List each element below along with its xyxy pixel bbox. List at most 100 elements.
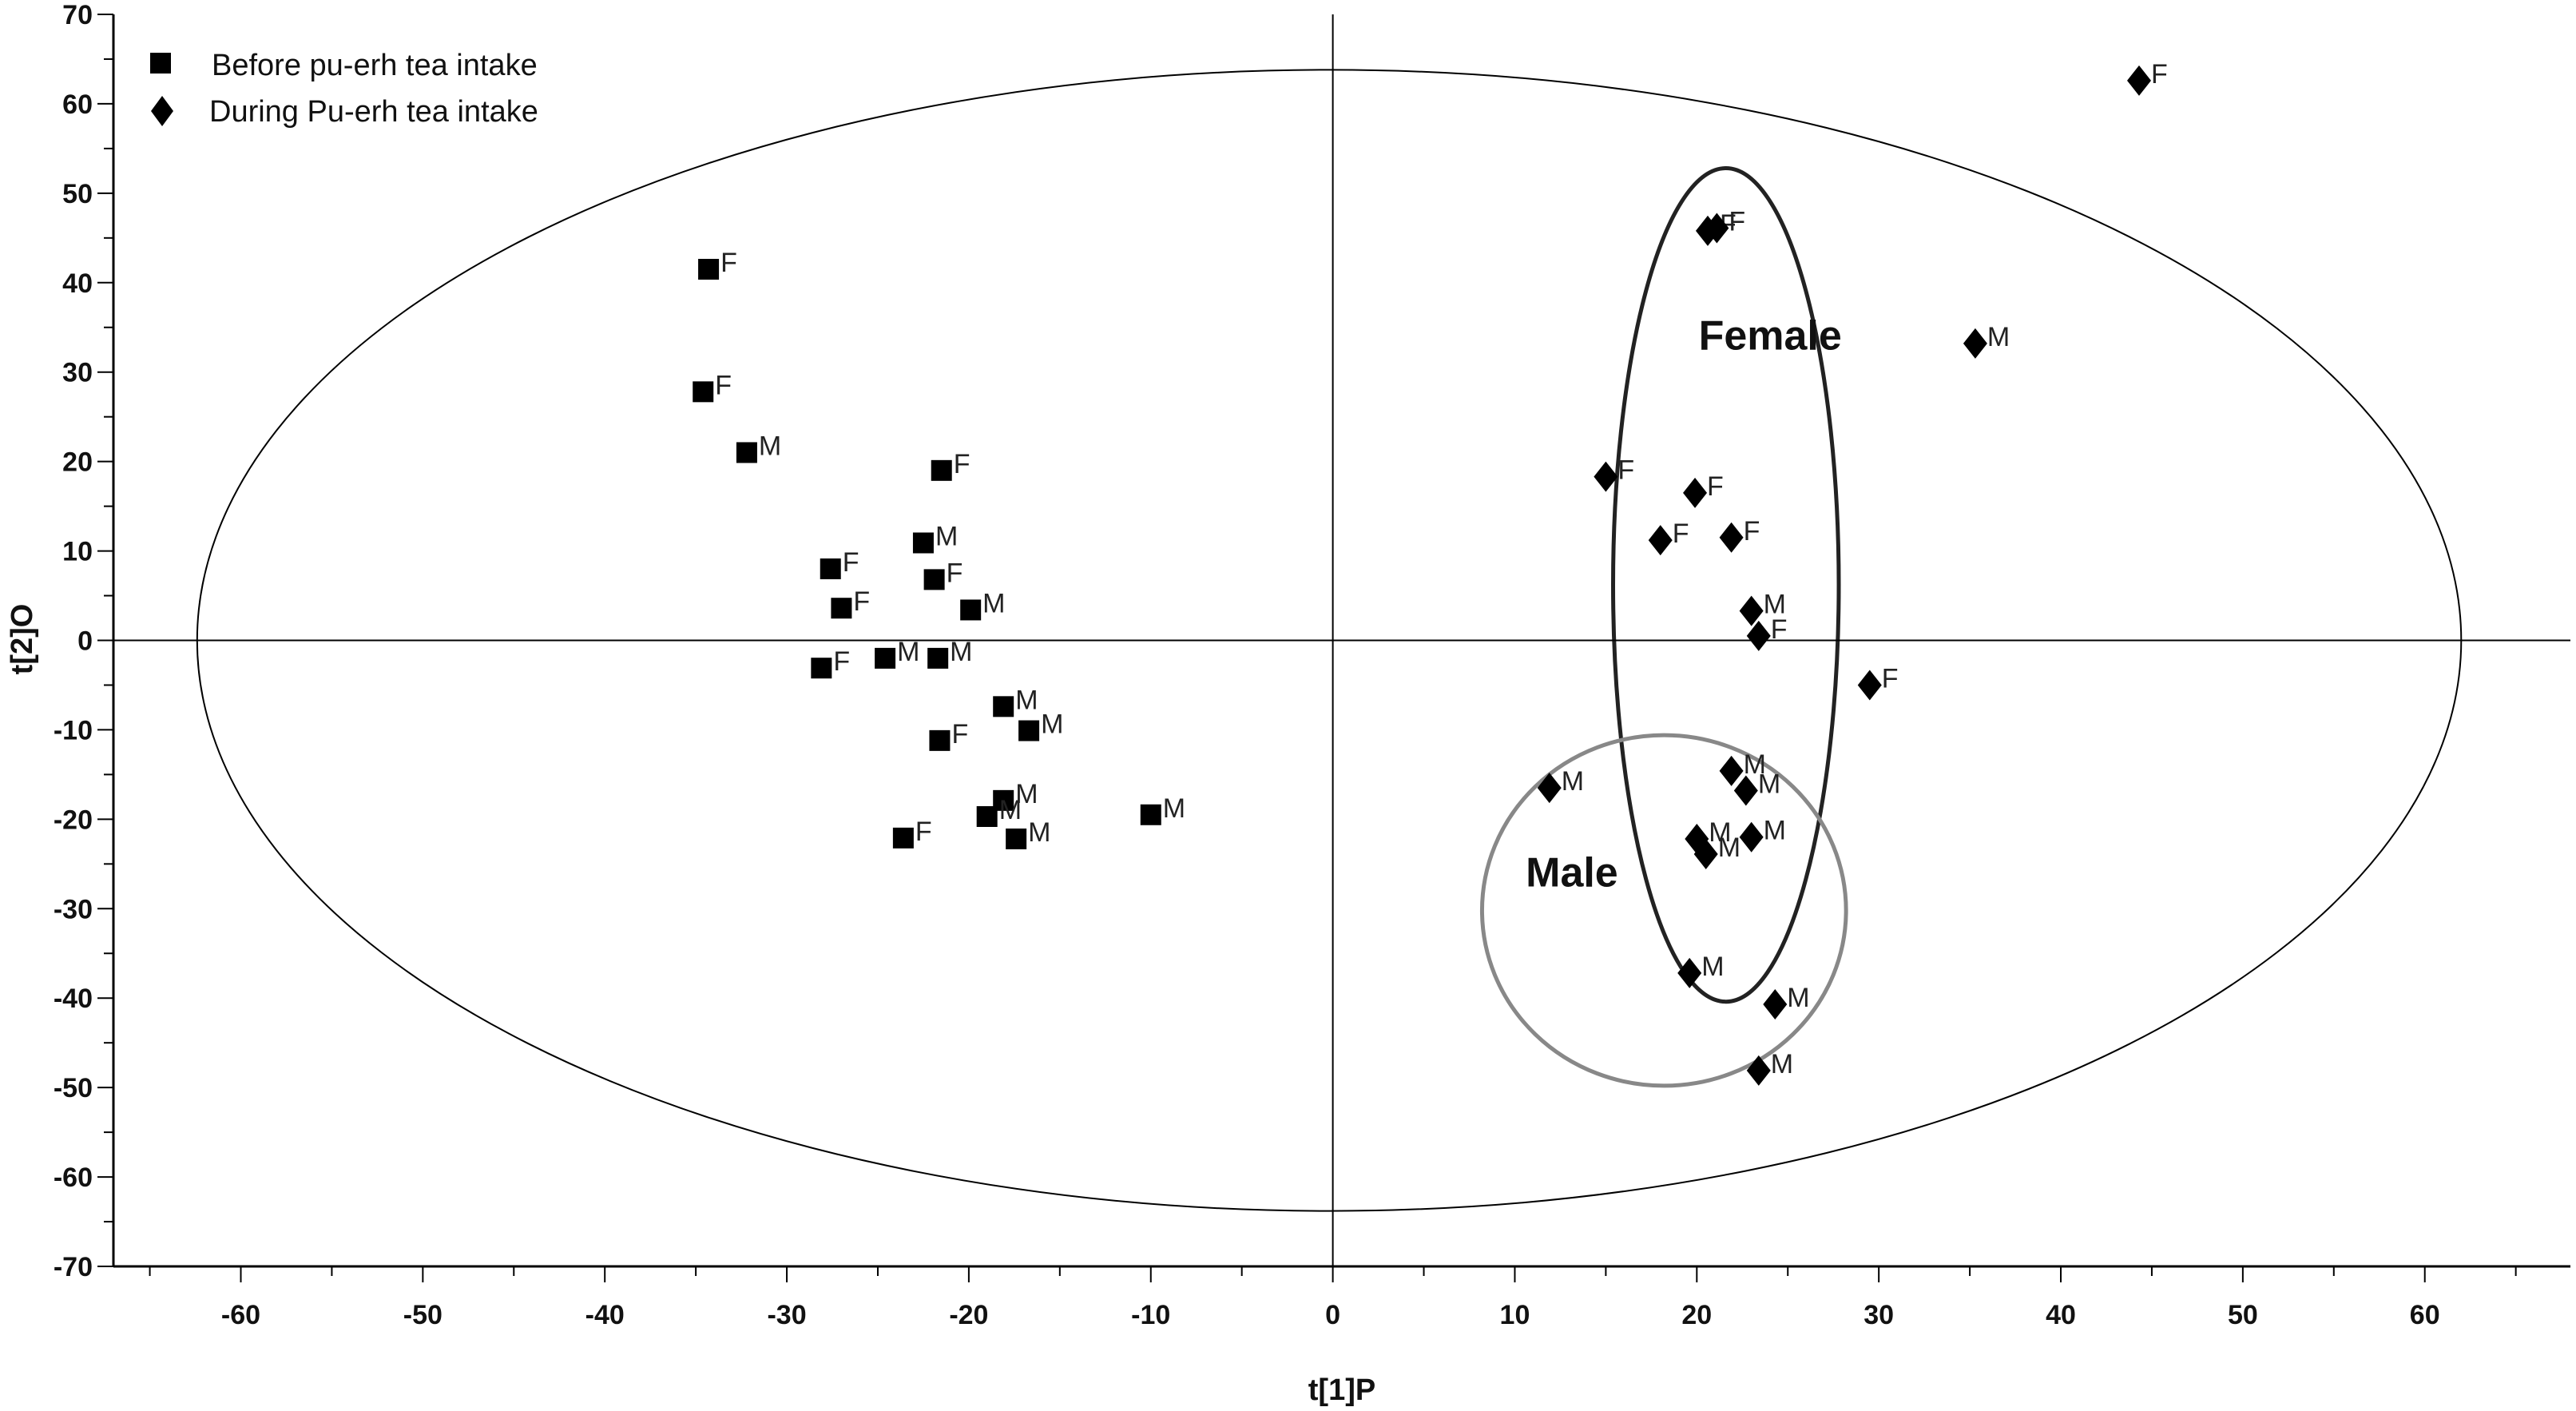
point-sex-label: F bbox=[1882, 663, 1899, 694]
y-tick-label: 0 bbox=[77, 626, 93, 657]
during-intake-point bbox=[1537, 773, 1562, 804]
point-sex-label: M bbox=[1163, 793, 1185, 824]
before-intake-point bbox=[1006, 828, 1027, 849]
before-intake-point bbox=[811, 658, 832, 679]
before-intake-point bbox=[912, 532, 934, 554]
before-intake-point bbox=[927, 647, 949, 669]
before-intake-point bbox=[736, 442, 757, 463]
point-sex-label: M bbox=[935, 521, 958, 551]
before-intake-point bbox=[875, 647, 896, 669]
legend-square-marker bbox=[150, 53, 171, 74]
point-sex-label: M bbox=[897, 637, 919, 667]
point-sex-label: M bbox=[950, 637, 972, 667]
point-sex-label: M bbox=[999, 795, 1022, 825]
during-intake-point bbox=[1693, 839, 1718, 870]
point-sex-label: F bbox=[720, 248, 737, 278]
x-tick-label: -40 bbox=[585, 1300, 625, 1330]
point-sex-label: F bbox=[1673, 519, 1689, 549]
before-intake-point bbox=[831, 598, 852, 619]
during-intake-point bbox=[1719, 755, 1744, 786]
y-tick-label: -20 bbox=[54, 805, 93, 835]
during-intake-point bbox=[1739, 821, 1764, 853]
during-intake-point bbox=[1857, 670, 1882, 701]
annotations: Female Male bbox=[1526, 313, 1842, 896]
male-cluster-ellipse bbox=[1479, 733, 1848, 1088]
y-tick-label: 50 bbox=[62, 179, 93, 209]
y-tick-label: 10 bbox=[62, 537, 93, 567]
legend-label-during: During Pu-erh tea intake bbox=[209, 95, 538, 129]
point-sex-label: F bbox=[1744, 516, 1760, 547]
y-tick-label: 60 bbox=[62, 89, 93, 120]
during-intake-point bbox=[1594, 461, 1618, 492]
x-tick-label: 20 bbox=[1681, 1300, 1712, 1330]
during-intake-point bbox=[1705, 213, 1729, 244]
x-tick-label: 0 bbox=[1325, 1300, 1340, 1330]
x-tick-label: 10 bbox=[1500, 1300, 1530, 1330]
during-intake-point bbox=[1746, 620, 1771, 651]
x-tick-label: 30 bbox=[1864, 1300, 1894, 1330]
y-tick-label: 20 bbox=[62, 447, 93, 478]
female-cluster-ellipse bbox=[1610, 166, 1841, 1004]
during-intake-point bbox=[1739, 595, 1764, 626]
point-sex-label: M bbox=[1718, 833, 1740, 863]
before-intake-point bbox=[693, 381, 714, 403]
point-sex-label: M bbox=[982, 588, 1005, 618]
point-sex-label: M bbox=[1028, 817, 1050, 848]
point-sex-label: F bbox=[954, 449, 970, 479]
before-intake-point bbox=[976, 805, 998, 827]
y-tick-label: 30 bbox=[62, 358, 93, 388]
legend-label-before: Before pu-erh tea intake bbox=[212, 49, 538, 82]
before-intake-point bbox=[698, 258, 720, 280]
y-axis-title: t[2]O bbox=[6, 604, 39, 675]
legend-diamond-marker bbox=[151, 96, 173, 126]
x-tick-label: -50 bbox=[403, 1300, 443, 1330]
point-sex-label: F bbox=[715, 370, 732, 400]
cluster-annotation-female: Female bbox=[1699, 313, 1842, 360]
point-sex-label: M bbox=[1041, 709, 1063, 740]
before-intake-point bbox=[820, 558, 841, 579]
x-tick-label: -10 bbox=[1131, 1300, 1170, 1330]
x-axis-title: t[1]P bbox=[1308, 1373, 1375, 1407]
y-tick-label: -50 bbox=[54, 1073, 93, 1103]
point-sex-label: M bbox=[1709, 817, 1731, 848]
point-sex-label: F bbox=[951, 719, 968, 749]
point-sex-label: F bbox=[1707, 471, 1724, 502]
cluster-annotation-male: Male bbox=[1526, 849, 1618, 896]
y-tick-label: -70 bbox=[54, 1252, 93, 1282]
point-sex-label: F bbox=[843, 547, 859, 578]
before-intake-point bbox=[931, 459, 952, 481]
y-tick-label: 70 bbox=[62, 0, 93, 30]
point-sex-label: M bbox=[1744, 749, 1766, 780]
y-tick-label: -60 bbox=[54, 1163, 93, 1193]
y-tick-label: -40 bbox=[54, 984, 93, 1014]
during-intake-point bbox=[2126, 65, 2151, 96]
x-tick-label: -20 bbox=[949, 1300, 988, 1330]
x-tick-label: 50 bbox=[2228, 1300, 2258, 1330]
y-tick-label: -10 bbox=[54, 715, 93, 745]
before-intake-point bbox=[960, 599, 982, 621]
point-sex-label: M bbox=[1787, 983, 1809, 1013]
point-sex-label: M bbox=[1771, 1049, 1793, 1079]
point-sex-label: F bbox=[1617, 455, 1634, 486]
legend: Before pu-erh tea intake During Pu-erh t… bbox=[150, 49, 538, 129]
before-intake-point bbox=[923, 569, 945, 590]
point-sex-label: M bbox=[1758, 769, 1780, 800]
y-tick-label: 40 bbox=[62, 268, 93, 299]
point-sex-label: F bbox=[947, 558, 963, 588]
point-sex-label: F bbox=[915, 817, 932, 847]
during-intake-point bbox=[1746, 1055, 1771, 1086]
during-intake-point bbox=[1683, 477, 1708, 508]
during-intake-point bbox=[1677, 957, 1702, 988]
point-sex-label: M bbox=[1764, 590, 1786, 620]
y-tick-label: -30 bbox=[54, 894, 93, 924]
point-sex-label: F bbox=[2151, 59, 2168, 89]
before-intake-point bbox=[929, 729, 951, 751]
before-intake-point bbox=[1140, 804, 1161, 825]
during-intake-point bbox=[1733, 775, 1758, 806]
during-intake-point bbox=[1648, 525, 1673, 556]
before-intake-point bbox=[892, 827, 914, 849]
point-sex-label: F bbox=[1729, 207, 1745, 237]
